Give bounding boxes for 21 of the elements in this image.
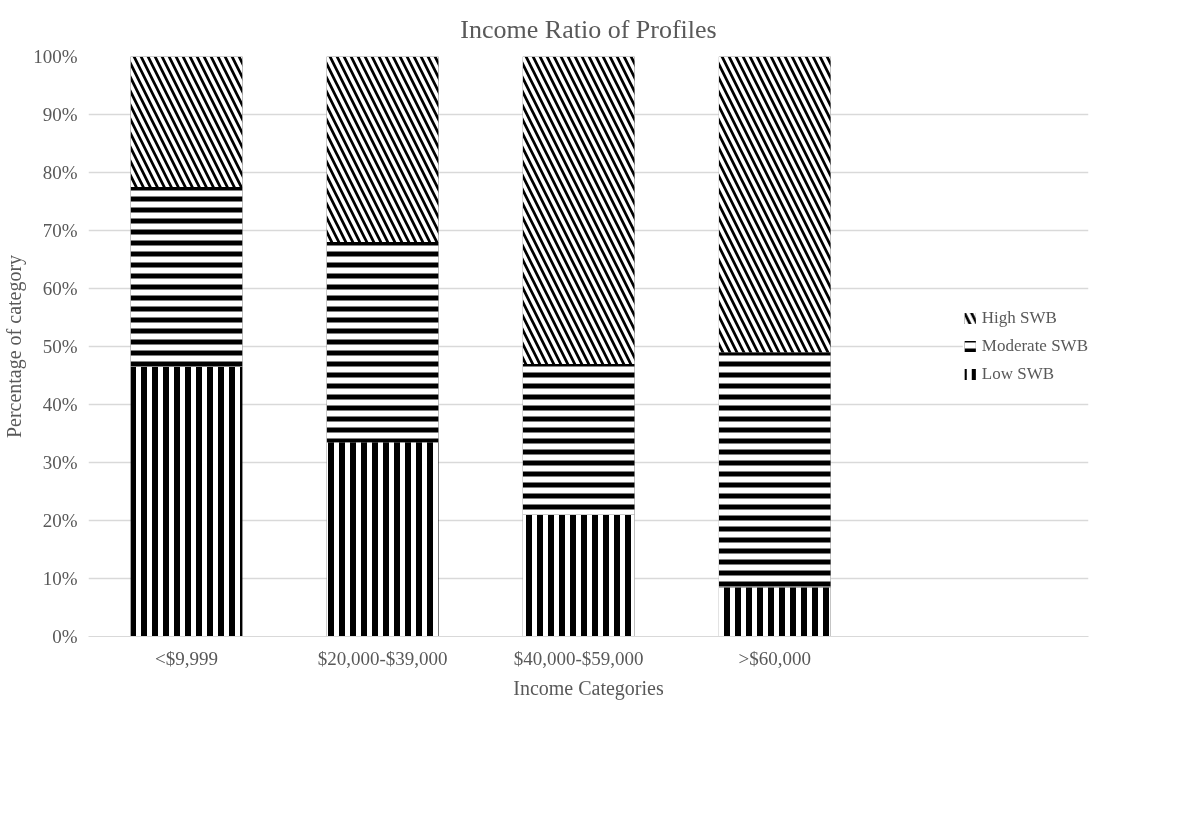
y-tick-label: 30%	[42, 452, 78, 473]
legend-label: High SWB	[981, 308, 1057, 328]
y-tick-label: 80%	[42, 162, 78, 183]
y-tick-label: 100%	[33, 46, 78, 67]
x-tick-label: <$9,999	[155, 647, 219, 669]
x-tick-label: >$60,000	[738, 647, 812, 669]
y-tick-label: 50%	[42, 336, 78, 357]
x-tick-label: $40,000-$59,000	[513, 647, 644, 669]
y-axis-title: Percentage of category	[3, 254, 27, 439]
y-tick-label: 20%	[42, 510, 78, 531]
y-tick-label: 60%	[42, 278, 78, 299]
x-axis-title: Income Categories	[513, 676, 664, 700]
legend-label: Low SWB	[981, 364, 1055, 384]
legend-label: Moderate SWB	[981, 336, 1088, 356]
y-tick-label: 10%	[42, 568, 78, 589]
chart-title: Income Ratio of Profiles	[460, 15, 717, 44]
y-tick-label: 40%	[42, 394, 78, 415]
y-tick-label: 0%	[52, 626, 78, 647]
y-tick-label: 70%	[42, 220, 78, 241]
x-tick-label: $20,000-$39,000	[317, 647, 448, 669]
y-tick-label: 90%	[42, 104, 78, 125]
